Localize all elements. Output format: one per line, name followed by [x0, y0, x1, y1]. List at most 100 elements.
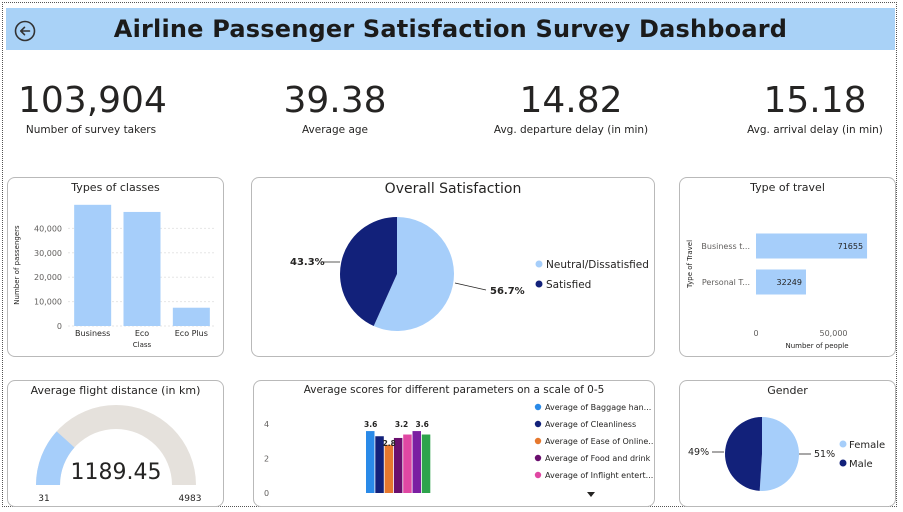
- data-label: 3.2: [395, 420, 408, 429]
- gauge-fill: [36, 431, 75, 485]
- bar: [74, 204, 112, 326]
- kpi-arrival-delay: 15.18 Avg. arrival delay (in min): [742, 78, 888, 136]
- classes-bar-chart[interactable]: 0 10,000 20,000 30,000 40,000 Business Eco Eco …: [8, 196, 223, 356]
- travel-bar-chart[interactable]: 71655 Business t... 32249 Personal T... 0 50,…: [680, 196, 895, 356]
- y-axis-label: Number of passengers: [13, 225, 21, 305]
- x-tick-label: 0: [753, 329, 758, 338]
- bar: [756, 269, 806, 295]
- classes-title: Types of classes: [71, 181, 160, 194]
- bar: [403, 434, 412, 493]
- legend-label: Average of Inflight entert...: [545, 471, 653, 480]
- data-label: 49%: [688, 447, 709, 458]
- kpi-value: 39.38: [283, 80, 387, 121]
- x-tick-label: Business: [75, 329, 110, 338]
- data-label: 51%: [814, 449, 835, 460]
- legend-marker: [839, 440, 847, 448]
- data-label: 56.7%: [490, 286, 525, 297]
- x-tick-label: 50,000: [820, 329, 848, 338]
- y-tick-label: 0: [57, 322, 62, 331]
- legend-label: Neutral/Dissatisfied: [546, 259, 649, 271]
- gender-card[interactable]: Gender 49% 51% Female Male: [679, 380, 896, 507]
- data-label: 32249: [777, 278, 802, 287]
- kpi-survey-takers: 103,904 Number of survey takers: [18, 78, 167, 136]
- legend-label: Satisfied: [546, 279, 591, 291]
- legend-marker: [535, 280, 543, 288]
- distance-gauge[interactable]: 1189.45 31 4983: [8, 397, 223, 507]
- data-label: 2.8: [383, 439, 396, 448]
- scores-card[interactable]: Average scores for different parameters …: [253, 380, 655, 507]
- distance-card[interactable]: Average flight distance (in km) 1189.45 3…: [7, 380, 224, 507]
- bar: [366, 431, 375, 493]
- bar: [384, 444, 394, 493]
- gauge-track: [36, 405, 196, 485]
- satisfaction-title: Overall Satisfaction: [384, 181, 522, 197]
- bar: [412, 431, 421, 493]
- y-tick-label: 4: [264, 420, 269, 429]
- satisfaction-slice: [340, 217, 397, 327]
- kpi-label: Avg. arrival delay (in min): [747, 124, 883, 136]
- legend-label: Average of Food and drink: [545, 454, 651, 463]
- kpi-label: Number of survey takers: [25, 124, 157, 136]
- data-label: 43.3%: [290, 257, 325, 268]
- bar: [123, 211, 161, 326]
- data-label: 3.6: [364, 420, 377, 429]
- y-tick-label: 0: [264, 489, 269, 498]
- legend-label: Average of Cleanliness: [545, 420, 636, 429]
- kpi-average-age: 39.38 Average age: [262, 78, 408, 136]
- legend-marker: [534, 471, 542, 479]
- bar: [393, 437, 403, 493]
- y-tick-label: 20,000: [34, 273, 62, 282]
- gauge-min-label: 31: [38, 494, 49, 504]
- legend-marker: [534, 420, 542, 428]
- gender-slice: [725, 417, 762, 491]
- x-axis-label: Class: [133, 341, 152, 349]
- gauge-max-label: 4983: [179, 494, 202, 504]
- scores-title: Average scores for different parameters …: [303, 384, 605, 396]
- travel-card[interactable]: Type of travel 71655 Business t... 32249 Pe…: [679, 177, 896, 357]
- y-tick-label: Business t...: [701, 242, 750, 251]
- y-tick-label: Personal T...: [702, 278, 750, 287]
- back-arrow-circle-icon[interactable]: [14, 20, 36, 42]
- travel-title: Type of travel: [750, 181, 825, 194]
- kpi-departure-delay: 14.82 Avg. departure delay (in min): [492, 78, 650, 136]
- legend-marker: [535, 260, 543, 268]
- caret-down-icon[interactable]: [587, 492, 595, 497]
- gender-title: Gender: [767, 384, 808, 397]
- legend-label: Male: [849, 459, 873, 470]
- kpi-value: 14.82: [519, 80, 623, 121]
- gauge-value: 1189.45: [71, 460, 162, 485]
- y-tick-label: 30,000: [34, 249, 62, 258]
- legend-label: Female: [849, 440, 885, 451]
- x-tick-label: Eco: [135, 329, 149, 338]
- y-tick-label: 2: [264, 455, 269, 464]
- classes-card[interactable]: Types of classes 0 10,000 20,000 30,000 40,0…: [7, 177, 224, 357]
- x-axis-label: Number of people: [785, 342, 848, 350]
- x-tick-label: Eco Plus: [175, 329, 208, 338]
- satisfaction-slice: [373, 217, 454, 331]
- kpi-value: 103,904: [18, 80, 167, 121]
- y-tick-label: 40,000: [34, 224, 62, 233]
- distance-title: Average flight distance (in km): [30, 384, 201, 397]
- gender-slice: [759, 417, 799, 491]
- scores-bar-chart[interactable]: 0 2 4 3.6 2.8 3.2 3.6 Average of Baggage han...…: [254, 397, 654, 507]
- gender-pie-chart[interactable]: 49% 51% Female Male: [680, 397, 895, 507]
- kpi-label: Average age: [301, 124, 368, 136]
- y-axis-label: Type of Travel: [686, 240, 694, 289]
- y-tick-label: 10,000: [34, 298, 62, 307]
- legend-marker: [534, 437, 542, 445]
- data-label: 3.6: [416, 420, 429, 429]
- data-label: 71655: [838, 242, 863, 251]
- bar: [172, 307, 210, 326]
- legend-marker: [534, 454, 542, 462]
- legend-marker: [839, 459, 847, 467]
- satisfaction-pie-chart[interactable]: 56.7% 43.3% Neutral/Dissatisfied Satisfied: [252, 200, 654, 355]
- bar: [421, 434, 431, 493]
- legend-marker: [534, 403, 542, 411]
- kpi-label: Avg. departure delay (in min): [493, 124, 649, 136]
- dashboard-title: Airline Passenger Satisfaction Survey Da…: [113, 15, 788, 43]
- satisfaction-card[interactable]: Overall Satisfaction 56.7% 43.3% Neutral/D…: [251, 177, 655, 357]
- kpi-value: 15.18: [763, 80, 867, 121]
- legend-label: Average of Baggage han...: [545, 403, 651, 412]
- header-bar: Airline Passenger Satisfaction Survey Da…: [6, 8, 895, 50]
- legend-label: Average of Ease of Online...: [545, 437, 654, 446]
